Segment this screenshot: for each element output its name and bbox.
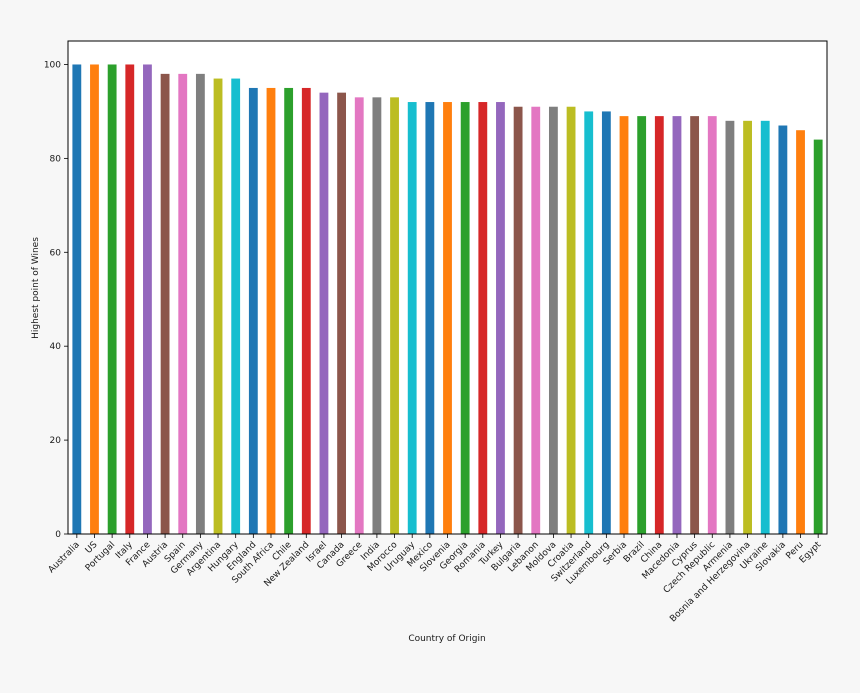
y-tick-label: 0 <box>55 530 61 540</box>
bar <box>72 64 82 534</box>
bar <box>584 111 594 535</box>
bar <box>707 116 717 535</box>
bar <box>248 87 258 534</box>
bar <box>760 120 770 534</box>
bars-layer <box>72 64 823 535</box>
bar <box>443 102 452 534</box>
bar <box>672 116 682 535</box>
bar <box>125 64 135 534</box>
bar <box>725 120 735 534</box>
bar <box>390 97 399 534</box>
bar <box>460 102 470 534</box>
bar <box>337 92 347 535</box>
bar <box>107 64 117 534</box>
x-axis-label: Country of Origin <box>408 634 485 644</box>
bar <box>601 111 611 535</box>
bar <box>319 92 329 535</box>
bar <box>513 106 523 534</box>
bar <box>90 64 99 534</box>
bar <box>160 73 170 535</box>
bar <box>531 106 541 534</box>
bar <box>637 116 647 535</box>
bar <box>354 97 364 534</box>
bar <box>690 116 700 535</box>
bar <box>284 87 294 534</box>
y-axis-label: Highest point of Wines <box>31 237 41 339</box>
bar <box>143 64 152 534</box>
y-tick-label: 80 <box>50 154 62 164</box>
x-axis-ticks: Australia USPortugalItalyFranceAustriaSpa… <box>47 534 824 624</box>
bar <box>654 116 664 535</box>
bar <box>778 125 788 534</box>
bar <box>478 102 488 534</box>
y-tick-label: 40 <box>50 342 62 352</box>
plot-frame <box>67 40 828 535</box>
bar <box>496 102 505 534</box>
bar <box>301 87 311 534</box>
y-tick-label: 100 <box>44 60 61 70</box>
bar <box>407 102 417 534</box>
bar <box>566 106 576 534</box>
bar <box>372 97 382 534</box>
bar <box>425 102 435 534</box>
bar <box>813 139 823 534</box>
bar <box>213 78 223 534</box>
bar <box>548 106 558 534</box>
bar <box>178 73 188 535</box>
bar <box>266 87 276 534</box>
y-axis-ticks: 0 20 40 60 80 100 <box>44 60 68 540</box>
bar <box>796 130 805 534</box>
bar <box>743 120 752 534</box>
bar <box>231 78 241 534</box>
bar <box>619 116 629 535</box>
y-tick-label: 60 <box>50 248 62 258</box>
bar <box>195 73 205 535</box>
y-tick-label: 20 <box>50 436 62 446</box>
x-tick-label: Australia <box>47 540 82 575</box>
